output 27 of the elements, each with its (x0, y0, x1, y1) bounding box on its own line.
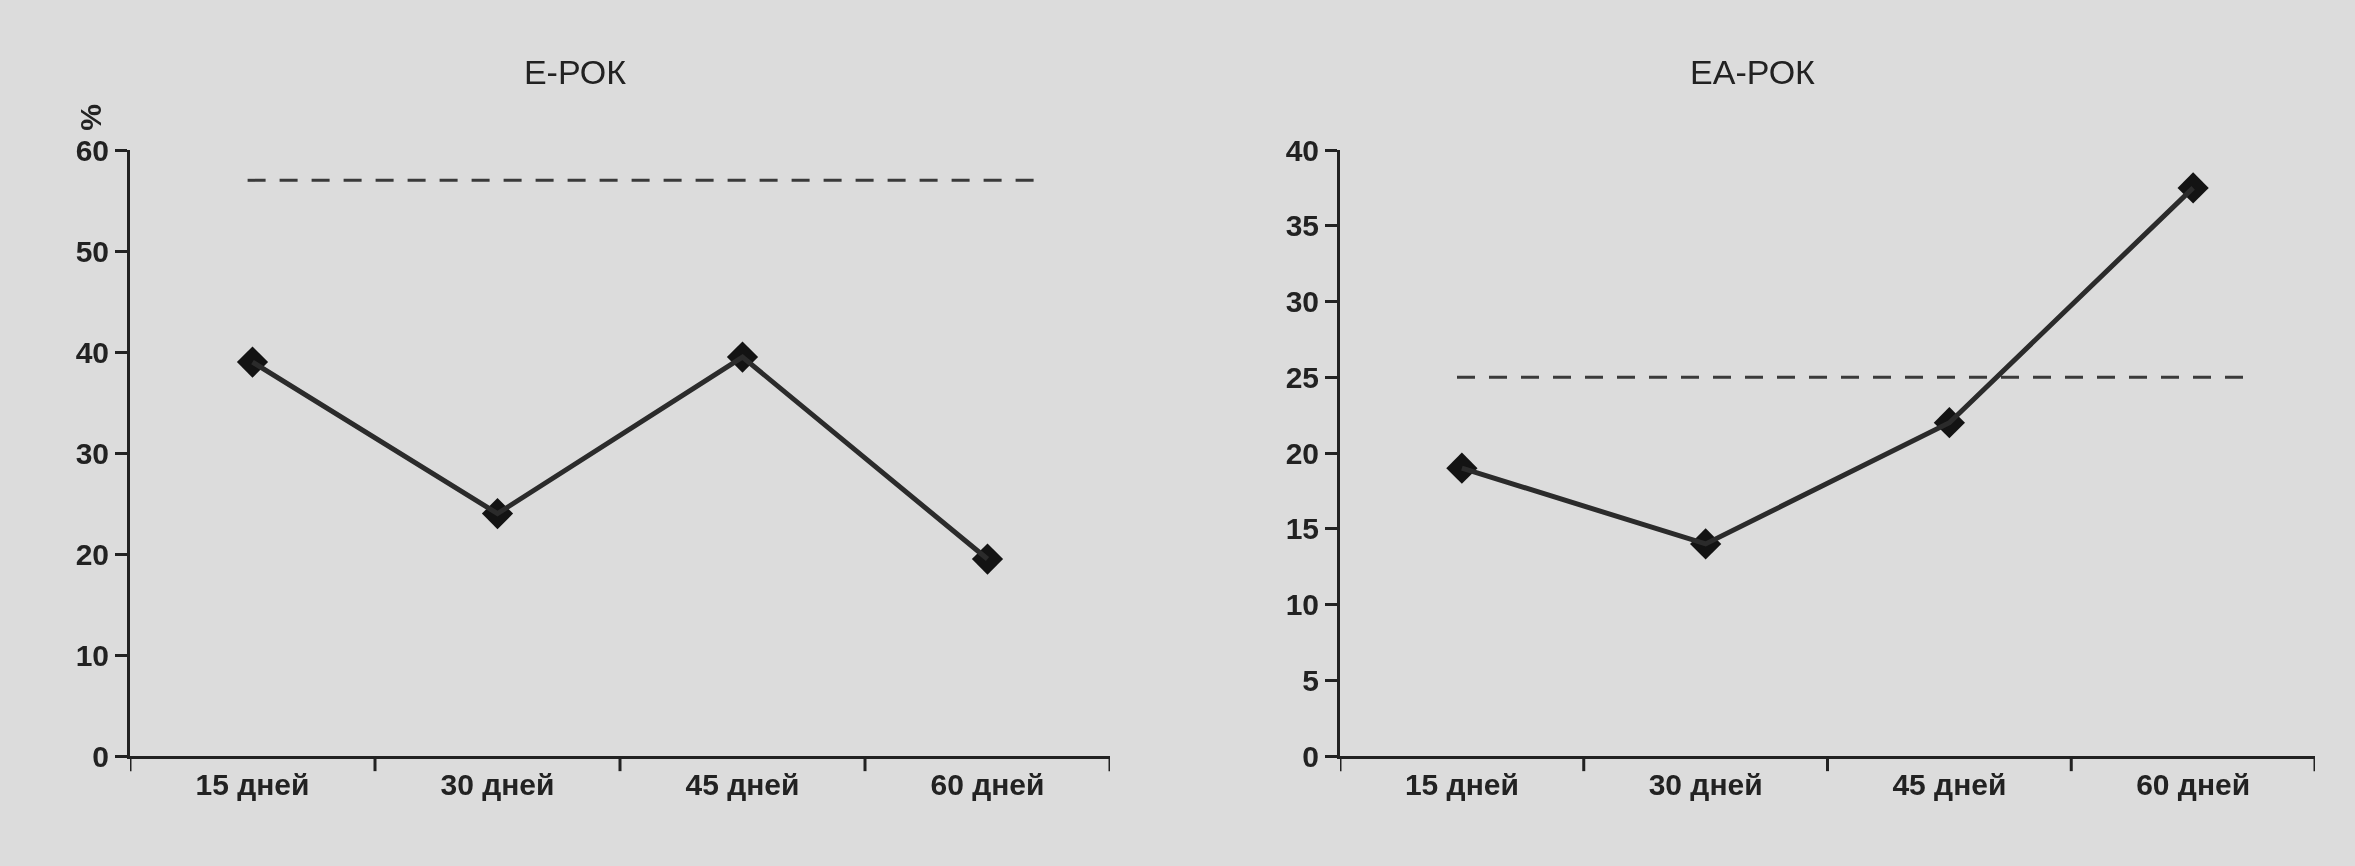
y-tick-label: 10 (75, 638, 109, 672)
chart-title: ЕА-РОК (1690, 53, 1816, 92)
x-tick-label: 60 дней (2136, 768, 2251, 801)
y-tick-label: 10 (1285, 588, 1319, 621)
y-tick-label: 30 (75, 436, 109, 470)
y-tick-label: 0 (1302, 739, 1319, 773)
x-tick-label: 30 дней (440, 768, 555, 801)
y-tick-label: 40 (75, 335, 109, 369)
y-tick-label: 0 (92, 739, 109, 773)
y-tick-label: 20 (75, 537, 109, 571)
y-tick-label: 20 (1285, 436, 1319, 470)
x-tick-label: 15 дней (1404, 768, 1519, 801)
x-tick-label: 45 дней (1892, 768, 2007, 801)
x-tick-label: 15 дней (195, 768, 310, 801)
x-tick-label: 30 дней (1648, 768, 1763, 801)
y-tick-label: 15 (1285, 512, 1319, 546)
y-tick-label: 50 (75, 234, 109, 268)
y-tick-label: 35 (1285, 209, 1319, 243)
y-tick-label: 30 (1285, 285, 1319, 318)
y-tick-label: 40 (1285, 133, 1319, 167)
x-tick-label: 60 дней (930, 768, 1045, 801)
y-tick-label: 5 (1302, 663, 1319, 697)
x-tick-label: 45 дней (685, 768, 800, 801)
y-tick-label: 25 (1285, 360, 1319, 394)
y-tick-label: 60 (75, 133, 109, 167)
chart-title: Е-РОК (523, 53, 627, 92)
y-axis-title: % (73, 104, 107, 131)
